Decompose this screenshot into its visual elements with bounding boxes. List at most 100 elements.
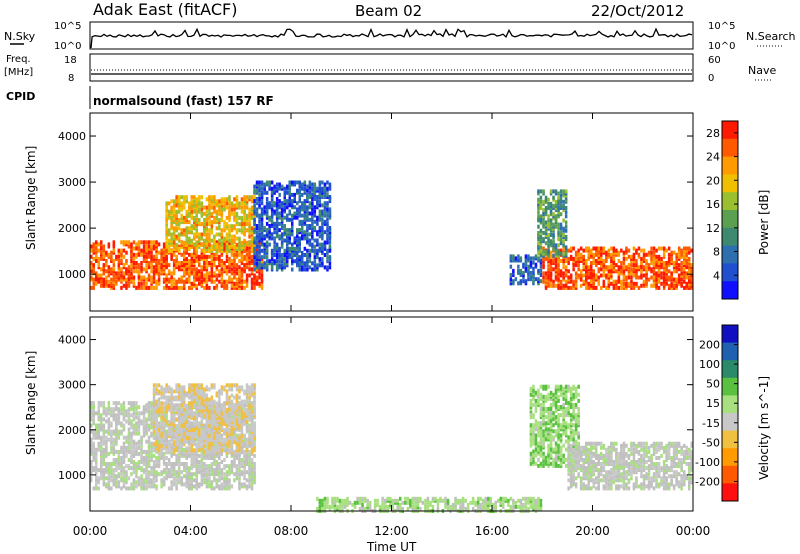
velocity-cell [90, 403, 93, 408]
velocity-cell [100, 421, 103, 426]
power-cell [130, 244, 133, 249]
power-cell [685, 281, 688, 286]
power-cell [311, 244, 314, 249]
power-cell [248, 261, 251, 265]
power-cell [130, 259, 133, 263]
power-cell [193, 215, 196, 220]
velocity-cell [130, 449, 133, 454]
power-cell [157, 242, 161, 247]
power-cell [260, 283, 264, 288]
velocity-cell [248, 470, 251, 475]
velocity-cell [125, 419, 128, 424]
velocity-cell [147, 456, 151, 460]
power-cell [137, 271, 141, 276]
power-cell [630, 271, 633, 276]
power-cell [147, 265, 151, 270]
power-cell [283, 238, 286, 243]
power-cell [539, 235, 543, 239]
power-cell [283, 253, 286, 257]
power-cell [680, 250, 683, 255]
velocity-cell [188, 482, 191, 487]
power-cell [554, 265, 558, 270]
power-cell [323, 230, 327, 235]
velocity-cell [92, 449, 95, 454]
power-cell [542, 246, 545, 251]
velocity-cell [110, 445, 113, 450]
power-cell [172, 232, 176, 237]
power-cell [218, 226, 221, 231]
velocity-cell [132, 427, 136, 432]
power-cell [690, 285, 693, 290]
power-cell [225, 205, 229, 210]
power-cell [280, 259, 284, 264]
power-cell [280, 232, 284, 237]
velocity-cell [132, 478, 136, 483]
velocity-cell [130, 456, 133, 460]
velocity-cell [205, 447, 209, 452]
power-cell [537, 247, 540, 252]
velocity-cell [210, 453, 214, 458]
velocity-cell [208, 407, 211, 412]
power-cell [665, 267, 668, 272]
power-cell [532, 279, 535, 284]
power-cell [572, 281, 575, 286]
velocity-cell [140, 419, 143, 424]
velocity-cell [218, 466, 221, 471]
power-cell [198, 207, 201, 212]
power-cell [642, 265, 646, 270]
power-cell [243, 218, 246, 222]
power-cell [278, 253, 281, 257]
power-cell [230, 226, 234, 231]
power-cell [537, 189, 540, 194]
power-cell [220, 242, 224, 247]
power-cell [265, 197, 269, 201]
power-cell [115, 256, 118, 261]
power-cell [230, 285, 234, 290]
velocity-cell [160, 405, 163, 410]
power-cell [544, 275, 548, 280]
velocity-cell [97, 435, 100, 440]
velocity-cell [172, 405, 176, 410]
power-cell [258, 265, 261, 270]
power-cell [537, 251, 540, 256]
power-cell [258, 242, 261, 247]
power-cell [524, 279, 528, 284]
power-cell [172, 267, 176, 272]
velocity-cell [243, 437, 246, 442]
power-cell [585, 269, 588, 274]
power-cell [328, 261, 332, 266]
power-cell [190, 271, 193, 276]
velocity-cell [233, 472, 236, 477]
velocity-cell [120, 403, 123, 408]
power-cell [183, 232, 186, 237]
power-cell [172, 226, 176, 231]
power-cell [248, 252, 251, 257]
power-cell [514, 256, 518, 261]
power-cell [688, 246, 691, 251]
power-cell [188, 230, 191, 235]
power-cell [552, 224, 555, 229]
velocity-cell [188, 470, 191, 475]
power-cell [569, 254, 573, 259]
power-cell [630, 285, 633, 290]
velocity-cell [160, 409, 163, 414]
power-cell [296, 209, 299, 214]
velocity-cell [137, 411, 141, 416]
velocity-cell [117, 480, 121, 485]
power-cell [512, 273, 515, 277]
power-cell [316, 263, 319, 268]
velocity-cell [112, 409, 116, 414]
velocity-cell [127, 458, 131, 462]
power-cell [557, 201, 560, 206]
power-cell [177, 201, 181, 206]
power-cell [127, 265, 131, 270]
power-cell [218, 209, 221, 214]
power-cell [509, 258, 513, 263]
power-cell [308, 186, 312, 191]
velocity-cell [145, 439, 148, 444]
power-cell [544, 277, 548, 282]
velocity-cell [177, 434, 181, 439]
velocity-cell [130, 413, 133, 418]
power-cell [286, 184, 289, 189]
power-cell [557, 208, 560, 213]
